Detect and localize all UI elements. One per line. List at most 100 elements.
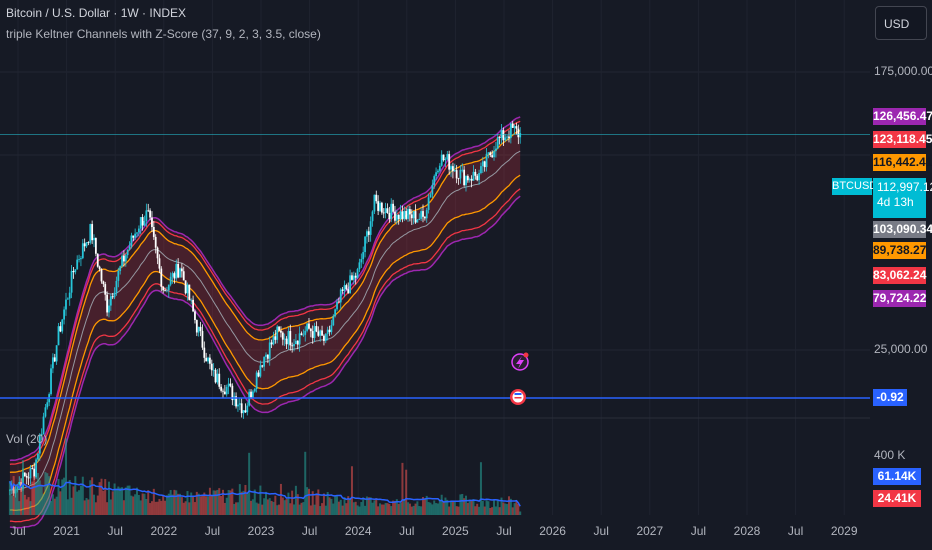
volume-bar xyxy=(356,505,359,515)
volume-bar xyxy=(229,490,232,515)
volume-bar xyxy=(422,497,424,515)
volume-bar xyxy=(334,496,337,515)
volume-bar xyxy=(343,497,346,515)
volume-bar xyxy=(491,507,494,515)
volume-bar xyxy=(184,501,187,515)
volume-tick-400k: 400 K xyxy=(874,448,906,462)
candle-body xyxy=(149,210,151,218)
volume-bar xyxy=(429,502,432,515)
volume-bar xyxy=(478,506,481,515)
candle-body xyxy=(186,284,189,294)
volume-bar xyxy=(448,506,451,515)
volume-bar xyxy=(98,482,101,515)
volume-bar xyxy=(59,491,62,515)
volume-bar xyxy=(164,500,167,515)
candle-body xyxy=(448,154,451,170)
candle-body xyxy=(358,262,361,270)
volume-bar xyxy=(386,503,389,515)
candle-body xyxy=(380,202,383,213)
candle-body xyxy=(407,209,409,219)
volume-bar xyxy=(96,495,99,515)
volume-bar xyxy=(246,492,249,515)
tag-kc-lower-outer: 79,724.22 xyxy=(873,290,927,307)
candle-body xyxy=(197,326,200,333)
candle-body xyxy=(180,268,183,272)
candle-body xyxy=(257,372,260,377)
volume-bar xyxy=(347,496,350,515)
volume-bar xyxy=(367,497,370,515)
indicator-title[interactable]: triple Keltner Channels with Z-Score (37… xyxy=(6,27,321,41)
time-tick-label: Jul xyxy=(593,524,609,538)
currency-button[interactable]: USD xyxy=(875,6,927,40)
volume-bar xyxy=(91,477,94,515)
volume-bar xyxy=(494,506,497,515)
volume-bar xyxy=(412,505,415,515)
volume-bar xyxy=(44,472,47,515)
candle-body xyxy=(377,201,380,211)
volume-bar xyxy=(446,499,449,515)
volume-bar xyxy=(296,494,299,515)
candle-body xyxy=(285,338,288,345)
volume-bar xyxy=(369,497,372,515)
volume-bar xyxy=(102,490,105,515)
volume-bar xyxy=(496,500,499,515)
volume-bar xyxy=(23,494,26,515)
time-tick-label: 2023 xyxy=(247,524,275,538)
candle-body xyxy=(25,476,28,478)
candle-body xyxy=(373,194,376,212)
candle-body xyxy=(38,435,41,454)
candle-body xyxy=(442,154,445,161)
candle-body xyxy=(337,301,340,303)
symbol-title[interactable]: Bitcoin / U.S. Dollar · 1W · INDEX xyxy=(6,6,187,20)
volume-bar xyxy=(382,504,385,515)
candle-body xyxy=(485,153,488,168)
volume-bar xyxy=(188,502,191,515)
volume-bar xyxy=(141,493,144,515)
candle-body xyxy=(242,410,245,414)
volume-bar xyxy=(235,502,238,515)
candle-body xyxy=(229,383,232,386)
candle-body xyxy=(472,171,475,181)
candle-body xyxy=(493,151,495,158)
volume-label[interactable]: Vol (20) xyxy=(6,432,48,446)
volume-bar xyxy=(466,502,469,515)
volume-bar xyxy=(375,498,378,515)
time-tick-label: 2021 xyxy=(53,524,80,538)
candle-body xyxy=(55,345,58,362)
volume-bar xyxy=(53,498,56,515)
candle-body xyxy=(296,340,299,345)
volume-bar xyxy=(509,498,512,515)
volume-bar xyxy=(38,480,41,515)
volume-bar xyxy=(365,496,368,515)
volume-bar xyxy=(401,462,404,515)
volume-bar xyxy=(266,499,269,515)
volume-bar xyxy=(354,501,357,515)
volume-bar xyxy=(66,499,69,515)
candle-body xyxy=(326,329,329,334)
price-tick-25k: 25,000.00 xyxy=(874,342,928,356)
candle-body xyxy=(227,383,230,387)
candle-body xyxy=(111,296,114,298)
candle-body xyxy=(126,249,129,256)
volume-bar xyxy=(55,496,58,515)
volume-bar xyxy=(272,501,275,515)
volume-bar xyxy=(349,498,352,515)
candle-body xyxy=(332,316,335,326)
volume-bar xyxy=(40,485,43,515)
candle-body xyxy=(216,373,219,383)
kc-upper-mid-line xyxy=(9,120,521,465)
volume-bar xyxy=(464,495,467,515)
volume-bar xyxy=(132,496,135,515)
candle-body xyxy=(37,453,39,460)
volume-bar xyxy=(21,460,24,515)
candle-body xyxy=(18,482,21,485)
volume-bar xyxy=(373,500,376,515)
candle-body xyxy=(390,203,393,220)
volume-bar xyxy=(321,503,324,515)
time-tick-label: Jul xyxy=(107,524,123,538)
candle-body xyxy=(130,235,133,247)
volume-bar xyxy=(68,479,71,515)
candle-body xyxy=(433,176,436,185)
tag-kc-upper-inner: 116,442.41 xyxy=(873,154,932,171)
